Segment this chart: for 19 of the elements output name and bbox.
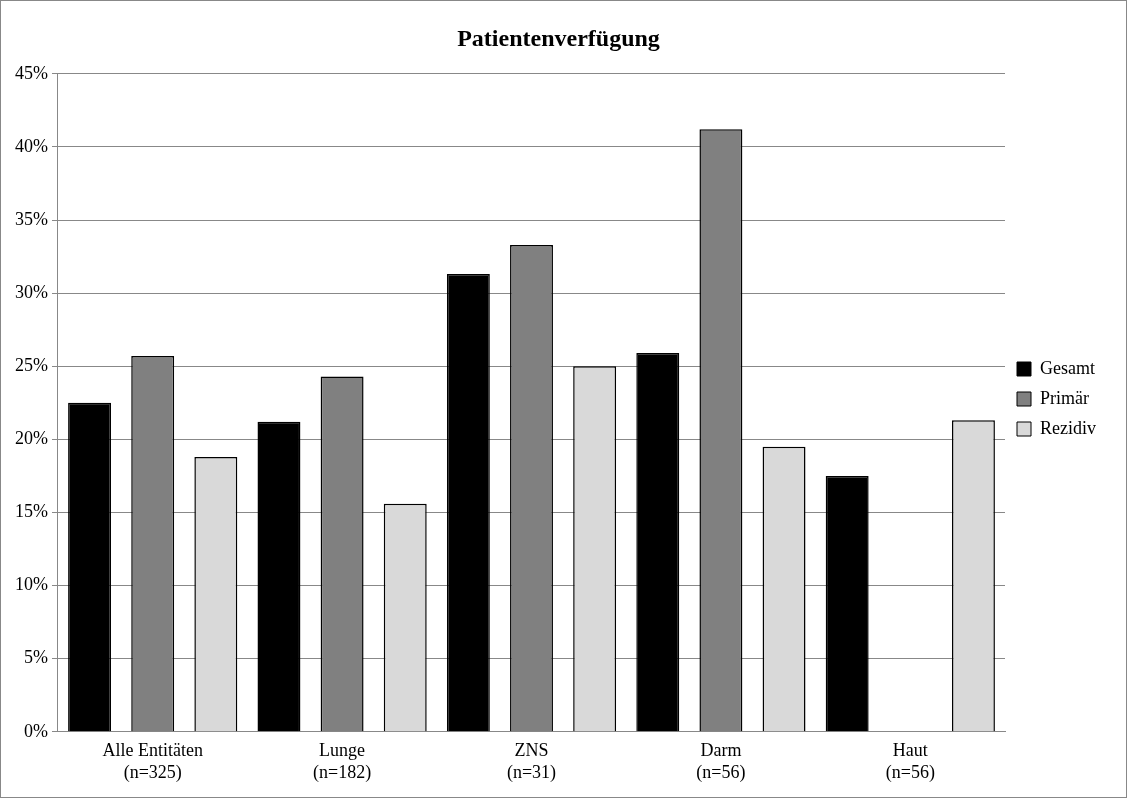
legend-label: Primär bbox=[1040, 387, 1090, 408]
x-tick-label: ZNS (n=31) bbox=[506, 740, 557, 783]
y-tick-label: 30% bbox=[14, 281, 48, 302]
y-tick-label: 0% bbox=[23, 720, 48, 741]
y-tick-label: 25% bbox=[14, 354, 48, 375]
y-tick-label: 15% bbox=[14, 501, 48, 522]
x-tick-label: Lunge (n=182) bbox=[313, 740, 372, 783]
y-tick-label: 40% bbox=[14, 135, 48, 156]
y-tick-label: 10% bbox=[14, 574, 48, 595]
legend-label: Rezidiv bbox=[1040, 417, 1097, 438]
y-tick-label: 45% bbox=[14, 62, 48, 83]
y-tick-label: 5% bbox=[23, 647, 48, 668]
x-tick-label: Haut (n=56) bbox=[885, 740, 935, 783]
y-tick-label: 20% bbox=[14, 428, 48, 449]
legend-label: Gesamt bbox=[1040, 357, 1095, 378]
x-tick-label: Darm (n=56) bbox=[696, 740, 746, 783]
chart-title: Patientenverfügung bbox=[457, 24, 660, 51]
x-tick-label: Alle Entitäten (n=325) bbox=[102, 740, 203, 783]
y-tick-label: 35% bbox=[14, 208, 48, 229]
